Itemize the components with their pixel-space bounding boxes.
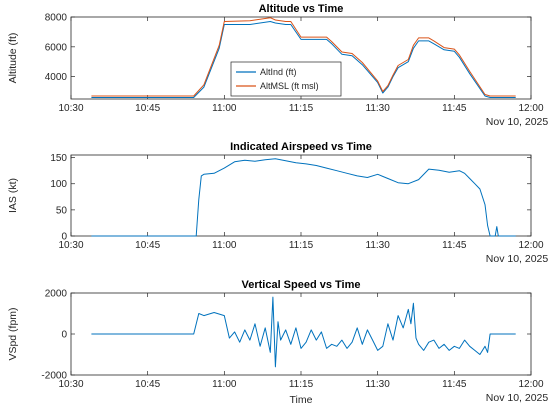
y-axis-label: VSpd (fpm) <box>7 307 19 360</box>
y-tick-label: 150 <box>50 153 67 164</box>
series-line-1 <box>91 296 516 368</box>
y-tick-label: 6000 <box>45 42 68 53</box>
y-tick-label: 4000 <box>45 72 68 83</box>
x-tick-label: 11:00 <box>212 379 237 390</box>
chart-title: Altitude vs Time <box>259 3 344 15</box>
series-line-2 <box>91 17 516 97</box>
x-tick-label: 10:45 <box>135 240 160 251</box>
y-axis-label: IAS (kt) <box>7 178 19 213</box>
series-line-1 <box>91 158 516 237</box>
y-tick-label: 2000 <box>45 289 68 300</box>
y-tick-label: -2000 <box>41 371 67 382</box>
x-tick-label: 11:45 <box>442 240 467 251</box>
y-tick-label: 50 <box>56 205 68 216</box>
x-tick-label: 10:45 <box>135 103 160 114</box>
x-tick-label: 11:15 <box>289 103 314 114</box>
x-tick-label: 11:00 <box>212 103 237 114</box>
legend-entry: AltMSL (ft msl) <box>260 81 319 91</box>
x-tick-label: 12:00 <box>518 240 543 251</box>
subplot-3: 10:30 10:45 11:00 11:15 11:30 11:45 12:00 -2000… <box>7 279 548 406</box>
legend: AltInd (ft) AltMSL (ft msl) <box>230 61 342 97</box>
x-tick-label: 11:00 <box>212 240 237 251</box>
x-tick-label: 10:30 <box>58 103 83 114</box>
x-tick-label: 11:45 <box>442 103 467 114</box>
x-tick-label: 11:30 <box>366 240 391 251</box>
x-tick-label: 11:30 <box>366 103 391 114</box>
chart-title: Vertical Speed vs Time <box>241 279 360 291</box>
x-tick-label: 10:45 <box>135 379 160 390</box>
x-tick-label: 10:30 <box>58 379 83 390</box>
y-axis-label: Altitude (ft) <box>7 33 19 84</box>
y-tick-label: 0 <box>61 232 67 243</box>
plot-area <box>70 154 532 237</box>
y-tick-label: 8000 <box>45 13 68 24</box>
x-axis-label: Time <box>290 394 313 406</box>
date-label: Nov 10, 2025 <box>486 253 549 265</box>
x-tick-label: 11:15 <box>289 379 314 390</box>
x-tick-label: 11:30 <box>366 379 391 390</box>
date-label: Nov 10, 2025 <box>486 392 549 404</box>
series-line-1 <box>91 21 516 98</box>
chart-title: Indicated Airspeed vs Time <box>230 141 372 153</box>
subplot-2: 10:30 10:45 11:00 11:15 11:30 11:45 12:00 0 50 10… <box>7 141 548 265</box>
date-label: Nov 10, 2025 <box>486 116 549 128</box>
legend-entry: AltInd (ft) <box>260 67 297 77</box>
y-tick-label: 0 <box>61 330 67 341</box>
subplot-1: 10:30 10:45 11:00 11:15 11:30 11:45 12:00 4000 6… <box>7 3 548 128</box>
x-tick-label: 11:15 <box>289 240 314 251</box>
legend-box <box>230 61 342 97</box>
y-tick-label: 100 <box>50 179 67 190</box>
x-tick-label: 11:45 <box>442 379 467 390</box>
x-tick-label: 10:30 <box>58 240 83 251</box>
x-tick-label: 12:00 <box>518 379 543 390</box>
x-tick-label: 12:00 <box>518 103 543 114</box>
